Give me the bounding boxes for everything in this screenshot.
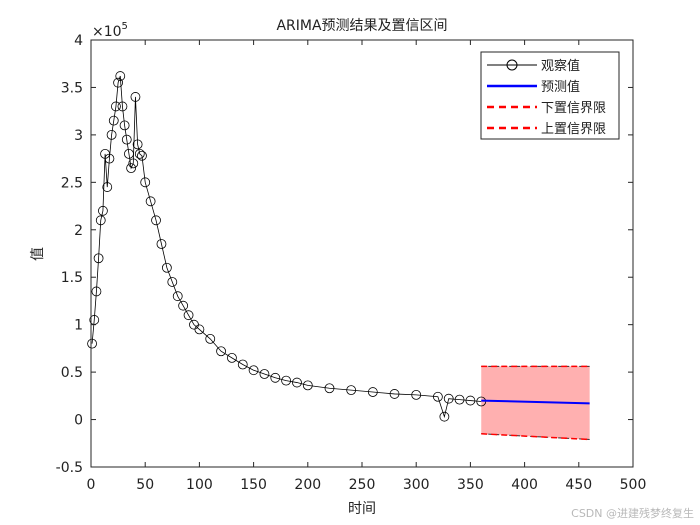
y-ticks: -0.5 0 0.5 1 1.5 2 2.5 3 3.5 4 — [56, 33, 633, 476]
observed-point — [156, 239, 167, 249]
y-tick-label: 1 — [74, 318, 83, 334]
observed-point — [194, 324, 205, 335]
observed-point — [111, 101, 121, 112]
observed-point — [106, 129, 117, 140]
observed-point — [93, 253, 104, 264]
x-ticks: 0 50 100 150 200 250 300 350 400 450 500 — [87, 40, 647, 493]
y-tick-label: 3.5 — [61, 80, 83, 96]
y-tick-label: -0.5 — [56, 460, 83, 476]
observed-point — [102, 182, 113, 192]
lower-bound-line — [481, 433, 590, 441]
y-tick-label: 2 — [74, 223, 83, 239]
observed-point — [119, 120, 130, 131]
legend-observed-label: 观察值 — [541, 58, 580, 74]
x-tick-label: 500 — [620, 477, 647, 493]
observed-point — [178, 300, 189, 311]
y-tick-label: 1.5 — [61, 270, 83, 286]
watermark: CSDN @进建残梦终复生 — [571, 507, 694, 520]
legend-upper-label: 上置信界限 — [541, 122, 606, 137]
y-exponent-base: ×10 — [92, 24, 122, 40]
observed-point — [259, 369, 270, 379]
observed-point — [161, 262, 172, 273]
observed-point — [124, 148, 134, 159]
observed-point — [115, 71, 126, 81]
observed-point — [292, 377, 302, 388]
series-layer — [87, 71, 590, 441]
observed-point — [237, 359, 248, 370]
observed-point — [227, 352, 237, 363]
observed-point — [205, 333, 216, 344]
observed-point — [121, 134, 132, 145]
observed-point — [104, 153, 115, 164]
y-axis-label: 值 — [30, 247, 46, 261]
observed-point — [216, 346, 226, 357]
observed-point — [439, 411, 450, 422]
observed-point — [389, 389, 400, 399]
y-exponent-label: ×105 — [92, 21, 128, 40]
legend-item-lower-bound: 下置信界限 — [487, 101, 606, 116]
observed-point — [128, 158, 139, 169]
observed-point — [248, 365, 259, 376]
forecast-line — [481, 399, 590, 405]
observed-point — [465, 395, 476, 406]
observed-point — [281, 375, 292, 386]
y-tick-label: 3 — [74, 128, 83, 144]
x-tick-label: 0 — [87, 477, 96, 493]
y-tick-label: 0.5 — [61, 365, 83, 381]
observed-point — [183, 310, 194, 321]
x-tick-label: 150 — [240, 477, 267, 493]
x-tick-label: 350 — [457, 477, 484, 493]
observed-point — [324, 383, 335, 394]
observed-point — [454, 394, 465, 405]
observed-point — [95, 215, 106, 226]
observed-point — [172, 291, 183, 302]
observed-point — [432, 391, 443, 402]
chart-title: ARIMA预测结果及置信区间 — [276, 18, 447, 34]
legend-box — [480, 51, 620, 140]
observed-point — [113, 77, 123, 88]
observed-point — [346, 385, 357, 396]
observed-point — [98, 205, 108, 216]
observed-point — [117, 101, 128, 112]
x-tick-label: 300 — [403, 477, 430, 493]
observed-point — [132, 139, 143, 150]
y-exponent-power: 5 — [122, 21, 128, 32]
observed-point — [140, 177, 151, 188]
x-axis-label: 时间 — [348, 501, 376, 517]
y-tick-label: 2.5 — [61, 175, 83, 191]
observed-point — [145, 196, 156, 207]
x-tick-label: 100 — [186, 477, 213, 493]
legend-observed-marker — [506, 59, 518, 71]
y-tick-label: 4 — [74, 33, 83, 49]
observed-point — [167, 277, 178, 287]
observed-point — [302, 380, 313, 391]
observed-point — [411, 389, 422, 400]
observed-point — [91, 286, 102, 297]
observed-point — [151, 215, 161, 226]
legend-item-upper-bound: 上置信界限 — [487, 122, 606, 137]
legend-item-forecast: 预测值 — [487, 79, 580, 95]
legend-item-observed: 观察值 — [487, 58, 580, 74]
legend-forecast-label: 预测值 — [541, 79, 580, 95]
observed-point — [270, 372, 281, 383]
observed-point — [130, 92, 141, 102]
legend-lower-label: 下置信界限 — [541, 101, 606, 116]
observed-point — [126, 163, 137, 174]
observed-point — [137, 150, 147, 161]
observed-series-line — [91, 75, 482, 419]
observed-point — [108, 115, 119, 126]
y-tick-label: 0 — [74, 413, 83, 429]
x-tick-label: 450 — [565, 477, 592, 493]
x-tick-label: 250 — [349, 477, 376, 493]
observed-point — [443, 393, 454, 404]
observed-point — [134, 148, 145, 159]
x-tick-label: 50 — [136, 477, 154, 493]
x-tick-label: 400 — [511, 477, 538, 493]
observed-point — [367, 387, 378, 397]
x-tick-label: 200 — [294, 477, 321, 493]
legend: 观察值 预测值 下置信界限 上置信界限 — [480, 51, 620, 140]
observed-point — [87, 338, 97, 349]
